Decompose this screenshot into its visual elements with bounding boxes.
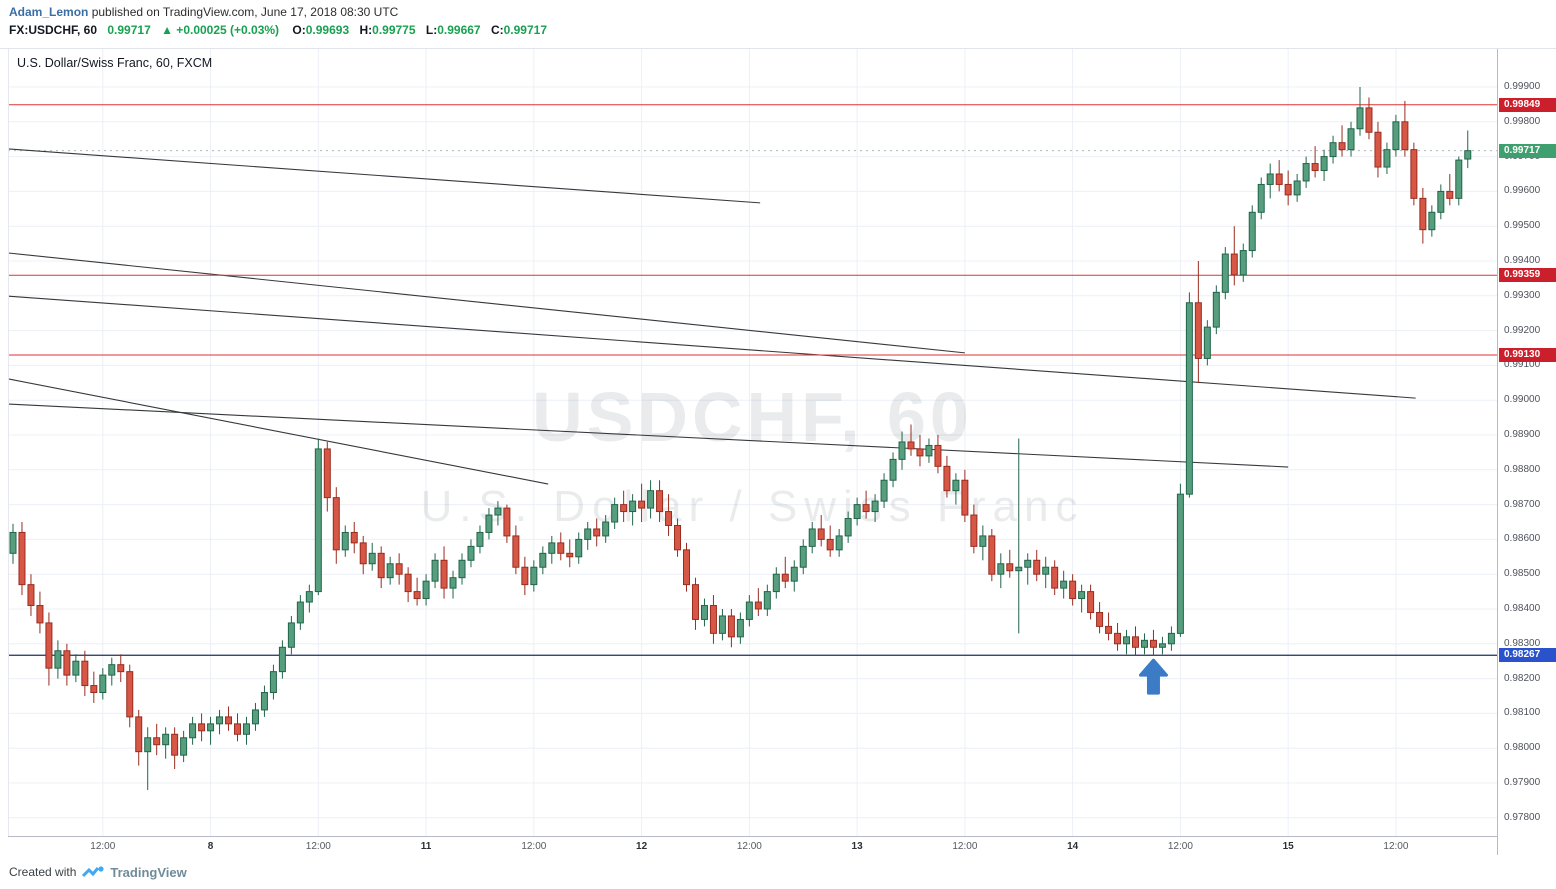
- time-tick: 12:00: [305, 841, 331, 852]
- svg-text:USDCHF, 60: USDCHF, 60: [532, 378, 973, 456]
- author-link[interactable]: Adam_Lemon: [9, 5, 89, 19]
- up-arrow-annotation[interactable]: [1138, 658, 1168, 695]
- price-tick: 0.98500: [1504, 568, 1541, 580]
- price-axis[interactable]: 0.999000.998000.997000.996000.995000.994…: [1497, 49, 1556, 856]
- open-value: 0.99693: [305, 23, 350, 37]
- time-tick: 11: [420, 841, 432, 852]
- price-tick: 0.99800: [1504, 115, 1541, 127]
- open-label: O:: [292, 23, 306, 37]
- price-tick: 0.98700: [1504, 498, 1541, 510]
- trendlines[interactable]: [8, 148, 1416, 485]
- tradingview-brand-link[interactable]: TradingView: [110, 864, 187, 880]
- watermark: USDCHF, 60 U.S. Dollar / Swiss Franc: [421, 378, 1085, 531]
- time-tick: 12:00: [521, 841, 547, 852]
- chart-legend: U.S. Dollar/Swiss Franc, 60, FXCM: [17, 56, 213, 70]
- price-tick: 0.98400: [1504, 603, 1541, 614]
- last-price-value: 0.99717: [107, 23, 151, 37]
- quote-line: FX:USDCHF, 60 0.99717 ▲ +0.00025 (+0.03%…: [9, 23, 1556, 37]
- price-tick: 0.99600: [1504, 185, 1541, 197]
- price-tick: 0.99500: [1504, 220, 1541, 232]
- symbol-interval: FX:USDCHF, 60: [9, 23, 98, 37]
- svg-text:U.S. Dollar / Swiss Franc: U.S. Dollar / Swiss Franc: [421, 482, 1085, 531]
- footer: Created with TradingView: [0, 855, 1556, 889]
- price-tick: 0.99300: [1504, 289, 1541, 301]
- low-value: 0.99667: [437, 23, 481, 37]
- resistance-price-label: 0.99359: [1499, 268, 1556, 283]
- price-tick: 0.98000: [1504, 742, 1541, 754]
- resistance-price-label: 0.99849: [1499, 97, 1556, 112]
- price-tick: 0.98900: [1504, 429, 1541, 440]
- support-price-label: 0.98267: [1499, 648, 1556, 663]
- price-tick: 0.98200: [1504, 672, 1541, 684]
- time-tick: 15: [1282, 841, 1294, 852]
- price-tick: 0.99900: [1504, 81, 1541, 92]
- price-tick: 0.99000: [1504, 394, 1541, 406]
- price-tick: 0.98800: [1504, 463, 1541, 475]
- price-tick: 0.98600: [1504, 533, 1541, 545]
- last-price-label: 0.99717: [1499, 143, 1556, 158]
- time-tick: 12:00: [1167, 841, 1193, 852]
- price-tick: 0.98300: [1504, 637, 1541, 649]
- price-tick: 0.97800: [1504, 811, 1541, 823]
- price-tick: 0.99200: [1504, 324, 1541, 336]
- time-tick: 12:00: [952, 841, 978, 852]
- time-tick: 12:00: [1383, 841, 1409, 852]
- published-text: published on TradingView.com, June 17, 2…: [88, 5, 399, 19]
- publish-header: Adam_Lemon published on TradingView.com,…: [0, 0, 1556, 48]
- price-tick: 0.97900: [1504, 777, 1541, 788]
- resistance-price-label: 0.99130: [1499, 347, 1556, 362]
- price-tick: 0.99100: [1504, 359, 1541, 371]
- high-label: H:: [359, 23, 373, 37]
- time-tick: 8: [207, 841, 214, 852]
- time-tick: 12: [636, 841, 648, 852]
- high-value: 0.99775: [372, 23, 416, 37]
- time-axis[interactable]: 12:00 8 12:00 11 12:00 12 12:00 13 12:00 14 12:00 1…: [8, 836, 1497, 856]
- candles: [9, 87, 1472, 790]
- price-tick: 0.98100: [1504, 707, 1541, 719]
- price-tick: 0.99400: [1504, 255, 1541, 266]
- change-value: ▲ +0.00025 (+0.03%): [161, 23, 280, 37]
- chart-area: USDCHF, 60 U.S. Dollar / Swiss Franc U.S.…: [0, 48, 1556, 856]
- time-tick: 12:00: [90, 841, 116, 852]
- low-label: L:: [425, 23, 438, 37]
- close-value: 0.99717: [503, 23, 548, 37]
- time-tick: 14: [1067, 841, 1079, 852]
- tradingview-logo-icon: [82, 865, 104, 877]
- publish-info-line: Adam_Lemon published on TradingView.com,…: [9, 5, 1556, 19]
- chart-plot[interactable]: USDCHF, 60 U.S. Dollar / Swiss Franc: [8, 49, 1497, 836]
- created-with-text: Created with: [9, 865, 77, 879]
- close-label: C:: [490, 23, 504, 37]
- time-tick: 13: [851, 841, 863, 852]
- time-tick: 12:00: [736, 841, 762, 852]
